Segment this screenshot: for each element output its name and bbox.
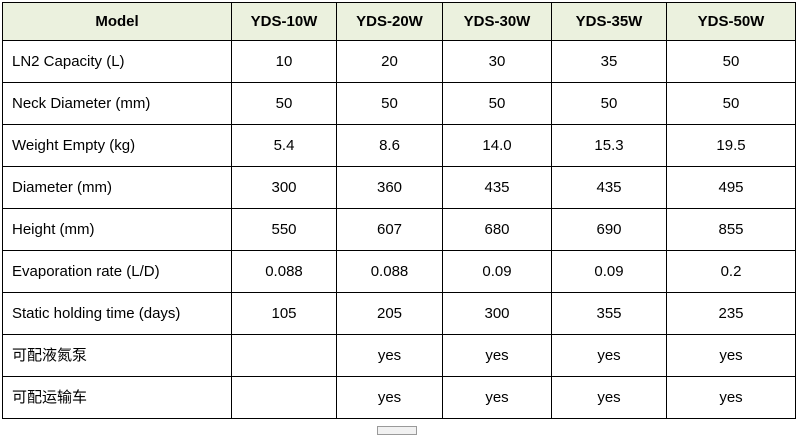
table-cell: 855	[666, 208, 796, 251]
table-cell: yes	[551, 376, 667, 419]
table-cell: 105	[231, 292, 337, 335]
table-cell: 607	[336, 208, 443, 251]
table-cell: 0.09	[551, 250, 667, 293]
table-cell: 8.6	[336, 124, 443, 167]
table-cell	[231, 334, 337, 377]
table-cell: 35	[551, 40, 667, 83]
table-cell: 360	[336, 166, 443, 209]
table-cell: 20	[336, 40, 443, 83]
row-label: Weight Empty (kg)	[2, 124, 232, 167]
column-header-yds-10w: YDS-10W	[231, 2, 337, 41]
row-label: LN2 Capacity (L)	[2, 40, 232, 83]
table-cell: 690	[551, 208, 667, 251]
table-row-diameter: Diameter (mm) 300 360 435 435 495	[2, 166, 796, 209]
table-cell: 680	[442, 208, 552, 251]
row-label: Diameter (mm)	[2, 166, 232, 209]
table-cell: 0.088	[336, 250, 443, 293]
table-cell: yes	[442, 376, 552, 419]
row-label: Static holding time (days)	[2, 292, 232, 335]
table-cell: 0.2	[666, 250, 796, 293]
table-cell: 19.5	[666, 124, 796, 167]
table-row-ln2-capacity: LN2 Capacity (L) 10 20 30 35 50	[2, 40, 796, 83]
table-row-ln2-pump-option: 可配液氮泵 yes yes yes yes	[2, 334, 796, 377]
column-header-yds-20w: YDS-20W	[336, 2, 443, 41]
table-cell: 50	[442, 82, 552, 125]
table-cell: 14.0	[442, 124, 552, 167]
row-label: 可配液氮泵	[2, 334, 232, 377]
table-cell: yes	[666, 334, 796, 377]
table-cell: 495	[666, 166, 796, 209]
table-cell: 550	[231, 208, 337, 251]
product-spec-table: Model YDS-10W YDS-20W YDS-30W YDS-35W YD…	[2, 2, 796, 419]
table-cell: 300	[442, 292, 552, 335]
row-label: 可配运输车	[2, 376, 232, 419]
table-row-transport-cart-option: 可配运输车 yes yes yes yes	[2, 376, 796, 419]
table-cell: 435	[442, 166, 552, 209]
table-header-row: Model YDS-10W YDS-20W YDS-30W YDS-35W YD…	[2, 2, 796, 41]
table-cell: 235	[666, 292, 796, 335]
table-row-neck-diameter: Neck Diameter (mm) 50 50 50 50 50	[2, 82, 796, 125]
row-label: Neck Diameter (mm)	[2, 82, 232, 125]
column-header-yds-35w: YDS-35W	[551, 2, 667, 41]
table-cell: 205	[336, 292, 443, 335]
table-cell: 30	[442, 40, 552, 83]
table-row-static-holding-time: Static holding time (days) 105 205 300 3…	[2, 292, 796, 335]
table-cell: yes	[336, 376, 443, 419]
column-header-yds-50w: YDS-50W	[666, 2, 796, 41]
table-cell: 355	[551, 292, 667, 335]
table-cell: 50	[336, 82, 443, 125]
table-cell	[231, 376, 337, 419]
table-cell: 50	[231, 82, 337, 125]
table-row-height: Height (mm) 550 607 680 690 855	[2, 208, 796, 251]
table-cell: 0.09	[442, 250, 552, 293]
table-row-weight-empty: Weight Empty (kg) 5.4 8.6 14.0 15.3 19.5	[2, 124, 796, 167]
row-label: Evaporation rate (L/D)	[2, 250, 232, 293]
table-cell: 5.4	[231, 124, 337, 167]
column-header-model: Model	[2, 2, 232, 41]
table-cell: 300	[231, 166, 337, 209]
row-label: Height (mm)	[2, 208, 232, 251]
column-header-yds-30w: YDS-30W	[442, 2, 552, 41]
table-cell: 50	[666, 40, 796, 83]
table-cell: yes	[442, 334, 552, 377]
table-cell: 50	[666, 82, 796, 125]
table-row-evaporation-rate: Evaporation rate (L/D) 0.088 0.088 0.09 …	[2, 250, 796, 293]
table-cell: 50	[551, 82, 667, 125]
table-cell: yes	[551, 334, 667, 377]
table-cell: 10	[231, 40, 337, 83]
table-cell: yes	[666, 376, 796, 419]
table-cell: 15.3	[551, 124, 667, 167]
table-cell: 0.088	[231, 250, 337, 293]
table-cell: yes	[336, 334, 443, 377]
table-cell: 435	[551, 166, 667, 209]
